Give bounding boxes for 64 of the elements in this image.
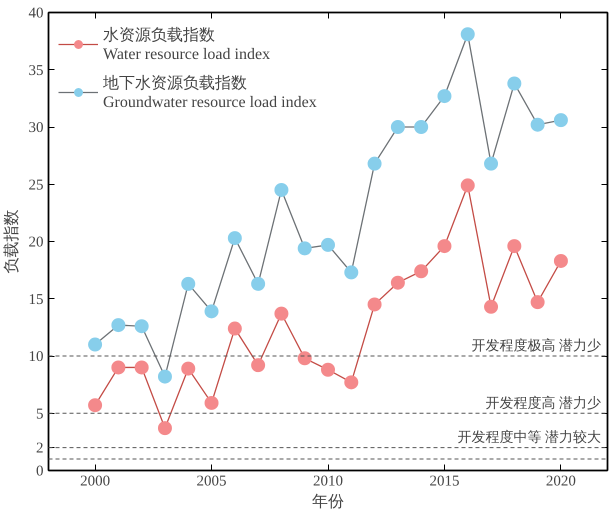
- point: [484, 156, 498, 171]
- point: [368, 156, 382, 171]
- point: [134, 319, 149, 334]
- point: [507, 239, 522, 254]
- y-tick-label: 20: [28, 234, 44, 250]
- point: [181, 276, 196, 291]
- point: [181, 362, 196, 376]
- point: [321, 362, 335, 377]
- x-tick-label: 2020: [546, 474, 576, 490]
- point: [111, 318, 126, 332]
- point: [414, 120, 428, 134]
- y-tick-label: 25: [28, 177, 44, 194]
- legend-label: 地下水资源负载指数 Groundwater resource load index: [103, 74, 317, 112]
- x-axis-title: 年份: [312, 494, 344, 510]
- y-tick-label: 5: [36, 406, 44, 422]
- legend-label: 水资源负载指数 Water resource load index: [103, 26, 270, 64]
- point: [298, 351, 312, 366]
- point: [437, 89, 452, 104]
- y-tick-label: 0: [36, 464, 44, 480]
- point: [344, 375, 358, 390]
- ref-line-label: 开发程度高 潜力少: [486, 395, 601, 412]
- point: [274, 182, 288, 197]
- y-tick-label: 30: [28, 120, 44, 136]
- y-tick-label: 40: [28, 6, 44, 22]
- point: [158, 370, 172, 384]
- point: [134, 360, 149, 374]
- point: [158, 421, 172, 436]
- point: [530, 295, 545, 310]
- y-tick-label: 2: [36, 440, 44, 457]
- point: [111, 360, 126, 374]
- point: [507, 76, 522, 90]
- point: [554, 113, 568, 128]
- point: [204, 396, 219, 410]
- point: [321, 238, 335, 252]
- y-axis-title: 负载指数: [2, 210, 20, 274]
- point: [460, 27, 475, 42]
- point: [460, 178, 475, 192]
- point: [414, 264, 428, 278]
- y-tick-label: 35: [28, 62, 44, 79]
- ref-line-label: 开发程度中等 潜力较大: [458, 430, 601, 446]
- point: [437, 239, 452, 254]
- point: [298, 241, 312, 256]
- point: [228, 322, 242, 336]
- point: [204, 304, 219, 318]
- point: [390, 120, 405, 134]
- ref-line-label: 开发程度极高 潜力少: [472, 338, 601, 354]
- x-tick-label: 2005: [196, 474, 227, 490]
- point: [484, 300, 498, 314]
- point: [251, 276, 266, 291]
- point: [251, 358, 266, 372]
- point: [88, 398, 102, 412]
- point: [88, 338, 102, 352]
- x-tick-label: 2000: [80, 474, 110, 490]
- x-tick-label: 2015: [429, 474, 460, 490]
- point: [530, 118, 545, 132]
- point: [554, 254, 568, 268]
- point: [228, 231, 242, 246]
- point: [368, 297, 382, 312]
- y-tick-label: 10: [28, 349, 44, 365]
- point: [344, 265, 358, 280]
- x-tick-label: 2010: [313, 474, 343, 490]
- point: [390, 276, 405, 290]
- point: [274, 306, 288, 321]
- y-tick-label: 15: [28, 292, 44, 308]
